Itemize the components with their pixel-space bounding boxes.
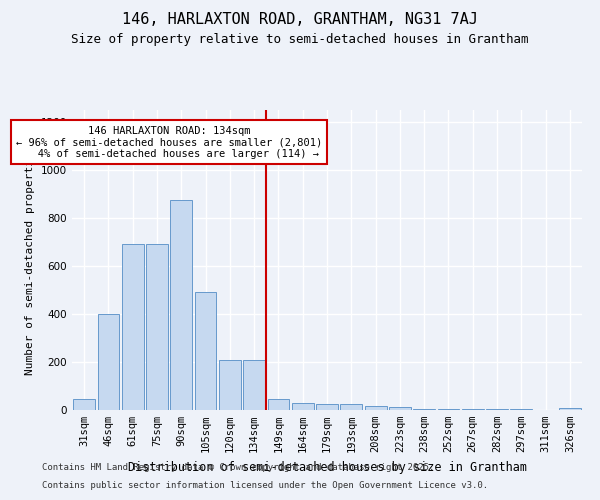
Bar [122, 244, 143, 410]
Bar [340, 404, 362, 410]
Text: Contains HM Land Registry data © Crown copyright and database right 2025.: Contains HM Land Registry data © Crown c… [42, 464, 434, 472]
Bar [170, 200, 192, 410]
Bar [413, 409, 435, 410]
Bar [146, 244, 168, 410]
X-axis label: Distribution of semi-detached houses by size in Grantham: Distribution of semi-detached houses by … [128, 460, 527, 473]
Text: Size of property relative to semi-detached houses in Grantham: Size of property relative to semi-detach… [71, 32, 529, 46]
Bar [365, 406, 386, 410]
Bar [73, 398, 95, 410]
Bar [486, 409, 508, 410]
Bar [292, 403, 314, 410]
Bar [243, 360, 265, 410]
Bar [559, 408, 581, 410]
Bar [389, 407, 411, 410]
Bar [219, 360, 241, 410]
Bar [97, 314, 119, 410]
Bar [268, 398, 289, 410]
Bar [316, 404, 338, 410]
Bar [437, 409, 460, 410]
Text: 146 HARLAXTON ROAD: 134sqm
← 96% of semi-detached houses are smaller (2,801)
   : 146 HARLAXTON ROAD: 134sqm ← 96% of semi… [16, 126, 322, 159]
Y-axis label: Number of semi-detached properties: Number of semi-detached properties [25, 145, 35, 375]
Bar [462, 409, 484, 410]
Bar [194, 292, 217, 410]
Text: 146, HARLAXTON ROAD, GRANTHAM, NG31 7AJ: 146, HARLAXTON ROAD, GRANTHAM, NG31 7AJ [122, 12, 478, 28]
Bar [511, 409, 532, 410]
Text: Contains public sector information licensed under the Open Government Licence v3: Contains public sector information licen… [42, 481, 488, 490]
